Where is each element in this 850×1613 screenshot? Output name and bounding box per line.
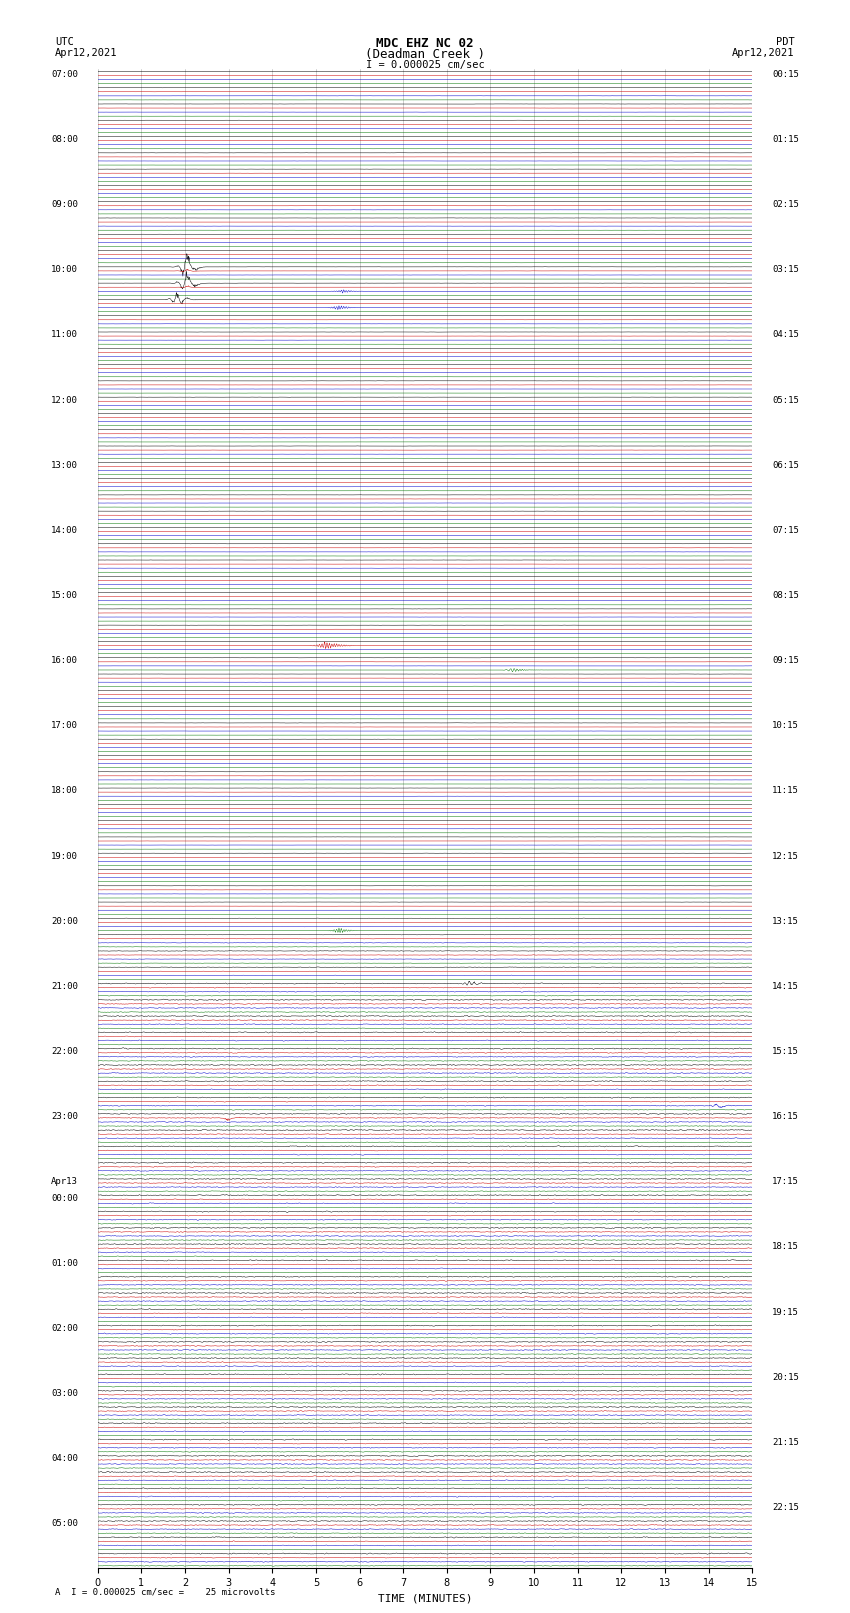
Text: 03:15: 03:15 [772, 265, 799, 274]
Text: 15:00: 15:00 [51, 590, 78, 600]
Text: 16:00: 16:00 [51, 656, 78, 665]
Text: A  I = 0.000025 cm/sec =    25 microvolts: A I = 0.000025 cm/sec = 25 microvolts [55, 1587, 275, 1597]
Text: 09:15: 09:15 [772, 656, 799, 665]
Text: 01:15: 01:15 [772, 135, 799, 144]
Text: (Deadman Creek ): (Deadman Creek ) [365, 48, 485, 61]
Text: 05:00: 05:00 [51, 1519, 78, 1529]
Text: 18:00: 18:00 [51, 787, 78, 795]
Text: 07:00: 07:00 [51, 69, 78, 79]
Text: 05:15: 05:15 [772, 395, 799, 405]
Text: 19:00: 19:00 [51, 852, 78, 861]
Text: 03:00: 03:00 [51, 1389, 78, 1398]
X-axis label: TIME (MINUTES): TIME (MINUTES) [377, 1594, 473, 1603]
Text: 22:00: 22:00 [51, 1047, 78, 1057]
Text: 17:15: 17:15 [772, 1177, 799, 1186]
Text: 16:15: 16:15 [772, 1113, 799, 1121]
Text: 10:15: 10:15 [772, 721, 799, 731]
Text: 00:00: 00:00 [51, 1194, 78, 1203]
Text: Apr12,2021: Apr12,2021 [55, 48, 118, 58]
Text: 12:00: 12:00 [51, 395, 78, 405]
Text: 13:15: 13:15 [772, 916, 799, 926]
Text: 04:00: 04:00 [51, 1455, 78, 1463]
Text: MDC EHZ NC 02: MDC EHZ NC 02 [377, 37, 473, 50]
Text: 10:00: 10:00 [51, 265, 78, 274]
Text: 12:15: 12:15 [772, 852, 799, 861]
Text: 11:00: 11:00 [51, 331, 78, 339]
Text: I = 0.000025 cm/sec: I = 0.000025 cm/sec [366, 60, 484, 69]
Text: 08:00: 08:00 [51, 135, 78, 144]
Text: 00:15: 00:15 [772, 69, 799, 79]
Text: 04:15: 04:15 [772, 331, 799, 339]
Text: 06:15: 06:15 [772, 461, 799, 469]
Text: 21:15: 21:15 [772, 1437, 799, 1447]
Text: 19:15: 19:15 [772, 1308, 799, 1316]
Text: 23:00: 23:00 [51, 1113, 78, 1121]
Text: 21:00: 21:00 [51, 982, 78, 990]
Text: 22:15: 22:15 [772, 1503, 799, 1511]
Text: 17:00: 17:00 [51, 721, 78, 731]
Text: 01:00: 01:00 [51, 1258, 78, 1268]
Text: UTC: UTC [55, 37, 74, 47]
Text: Apr13: Apr13 [51, 1177, 78, 1186]
Text: 13:00: 13:00 [51, 461, 78, 469]
Text: 14:15: 14:15 [772, 982, 799, 990]
Text: 07:15: 07:15 [772, 526, 799, 536]
Text: 14:00: 14:00 [51, 526, 78, 536]
Text: 18:15: 18:15 [772, 1242, 799, 1252]
Text: 09:00: 09:00 [51, 200, 78, 210]
Text: 02:15: 02:15 [772, 200, 799, 210]
Text: 11:15: 11:15 [772, 787, 799, 795]
Text: 20:00: 20:00 [51, 916, 78, 926]
Text: 02:00: 02:00 [51, 1324, 78, 1332]
Text: 15:15: 15:15 [772, 1047, 799, 1057]
Text: 20:15: 20:15 [772, 1373, 799, 1382]
Text: 08:15: 08:15 [772, 590, 799, 600]
Text: PDT: PDT [776, 37, 795, 47]
Text: Apr12,2021: Apr12,2021 [732, 48, 795, 58]
